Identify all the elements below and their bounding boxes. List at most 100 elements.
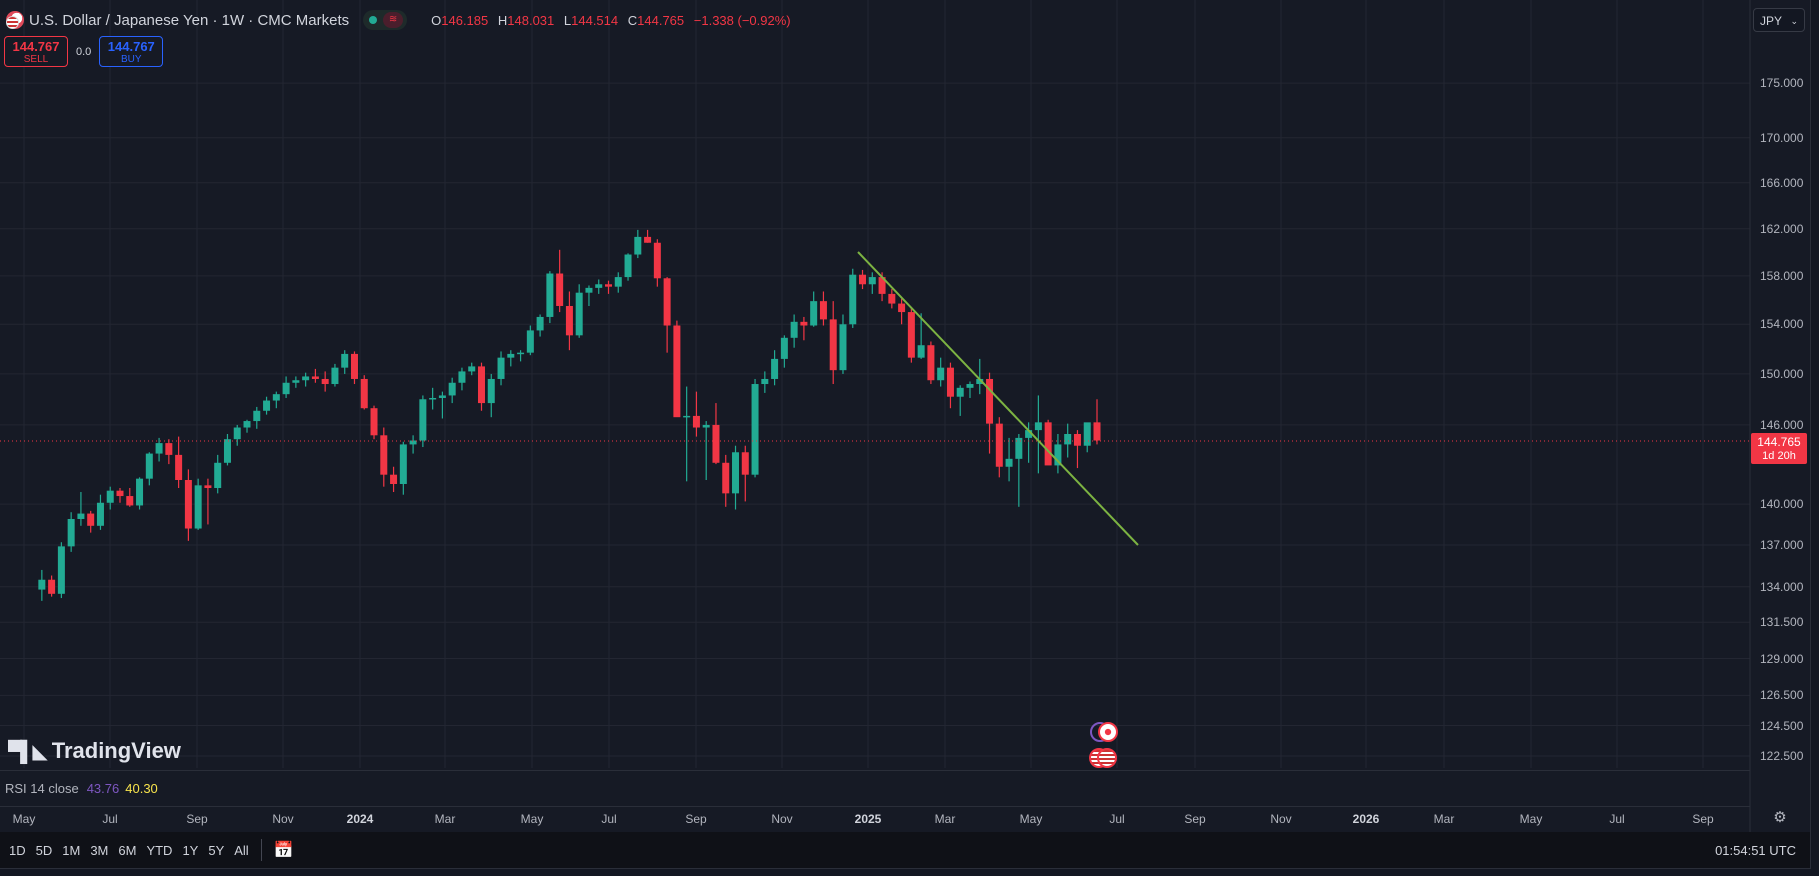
time-axis-label: 2024 <box>346 812 374 826</box>
time-axis-label: Sep <box>1184 812 1206 826</box>
price-axis-label: 170.000 <box>1760 130 1804 145</box>
candle <box>849 268 857 328</box>
candle <box>624 253 632 281</box>
range-ytd-button[interactable]: YTD <box>146 842 173 858</box>
price-axis-label: 137.000 <box>1760 537 1804 552</box>
candle <box>126 488 134 507</box>
buy-button[interactable]: 144.767 BUY <box>99 36 164 67</box>
candle <box>595 279 603 294</box>
japan-event-flag-icon[interactable] <box>1098 722 1118 742</box>
candle <box>419 395 427 448</box>
candle <box>614 272 622 293</box>
usd-jpy-flag-icon <box>6 11 24 29</box>
last-price-badge: 144.765 1d 20h <box>1751 433 1807 464</box>
candle <box>692 391 700 437</box>
candle <box>790 314 798 348</box>
candle <box>722 454 730 507</box>
price-axis-label: 129.000 <box>1760 651 1804 666</box>
candle <box>204 478 212 525</box>
candle <box>96 494 104 530</box>
sell-price: 144.767 <box>12 39 60 54</box>
chart-settings-gear-icon[interactable]: ⚙ <box>1773 809 1787 826</box>
watermark-text: TradingView <box>51 738 181 763</box>
candle <box>966 381 974 398</box>
time-axis-label: Mar <box>1433 812 1455 826</box>
rsi-pane[interactable]: RSI 14 close 43.76 40.30 <box>0 770 1750 806</box>
symbol-title[interactable]: U.S. Dollar / Japanese Yen · 1W · CMC Ma… <box>29 11 350 29</box>
candle <box>263 396 271 415</box>
candle <box>956 385 964 416</box>
time-axis-label: Sep <box>1692 812 1714 826</box>
last-price-value: 144.765 <box>1757 435 1801 449</box>
candle <box>732 445 740 510</box>
candle <box>937 357 945 387</box>
candle <box>810 291 818 327</box>
range-1m-button[interactable]: 1M <box>62 842 81 858</box>
candle <box>517 350 525 362</box>
candle <box>1064 423 1072 458</box>
candle <box>546 271 554 324</box>
time-axis-label: May <box>12 812 36 826</box>
candle <box>155 437 163 462</box>
range-5y-button[interactable]: 5Y <box>208 842 225 858</box>
time-axis[interactable]: May Jul Sep Nov 2024 Mar May Jul Sep Nov 2025 Mar Ma… <box>0 806 1750 831</box>
candle <box>438 391 446 419</box>
candle <box>175 436 183 489</box>
candle <box>87 510 95 533</box>
range-1d-button[interactable]: 1D <box>9 842 26 858</box>
market-status[interactable]: ≋ <box>363 10 408 30</box>
time-axis-label: 2025 <box>854 812 882 826</box>
range-1y-button[interactable]: 1Y <box>182 842 199 858</box>
candle <box>634 229 642 259</box>
close-label: C <box>627 12 638 28</box>
candle <box>67 512 75 552</box>
candle <box>48 575 56 597</box>
time-axis-label: Jul <box>1609 812 1625 826</box>
sell-button[interactable]: 144.767 SELL <box>4 36 68 67</box>
candle <box>468 362 476 376</box>
price-axis-label: 154.000 <box>1760 317 1804 332</box>
candle <box>526 325 534 356</box>
candle <box>497 351 505 386</box>
time-axis-label: Sep <box>186 812 208 826</box>
candle <box>507 350 515 367</box>
candle <box>223 433 231 466</box>
time-axis-label: May <box>520 812 544 826</box>
close-value: 144.765 <box>637 12 685 28</box>
candle <box>1083 422 1091 453</box>
price-axis-label: 140.000 <box>1760 497 1804 512</box>
candle <box>917 313 925 359</box>
us-event-flag-icon[interactable] <box>1097 748 1117 768</box>
candle <box>683 386 691 482</box>
trendline-drawing[interactable] <box>857 251 1139 546</box>
candle <box>868 272 876 294</box>
utc-clock[interactable]: 01:54:51 UTC <box>1715 842 1796 858</box>
candle <box>243 419 251 433</box>
candle <box>712 403 720 465</box>
bar-countdown: 1d 20h <box>1762 450 1796 462</box>
candle <box>976 358 984 395</box>
candle <box>829 301 837 385</box>
range-5d-button[interactable]: 5D <box>35 842 53 858</box>
price-axis-label: 124.500 <box>1760 718 1804 733</box>
time-axis-label: May <box>1019 812 1043 826</box>
range-6m-button[interactable]: 6M <box>118 842 137 858</box>
range-3m-button[interactable]: 3M <box>90 842 109 858</box>
candle <box>165 439 173 465</box>
candle <box>409 435 417 454</box>
go-to-date-calendar-icon[interactable]: 📅 <box>273 842 294 859</box>
candle <box>350 351 358 385</box>
currency-select[interactable]: JPY ⌄ <box>1753 8 1805 32</box>
tradingview-logo-icon: ▀▌◣ <box>8 740 48 763</box>
change-value: −1.338 (−0.92%) <box>693 12 791 28</box>
sell-label: SELL <box>23 54 49 65</box>
tradingview-watermark: ▀▌◣ TradingView <box>8 738 181 764</box>
symbol-legend: U.S. Dollar / Japanese Yen · 1W · CMC Ma… <box>6 8 791 32</box>
range-all-button[interactable]: All <box>234 842 249 858</box>
candle <box>761 371 769 393</box>
candle <box>839 314 847 374</box>
candle <box>1015 433 1023 507</box>
price-axis-label: 150.000 <box>1760 366 1804 381</box>
